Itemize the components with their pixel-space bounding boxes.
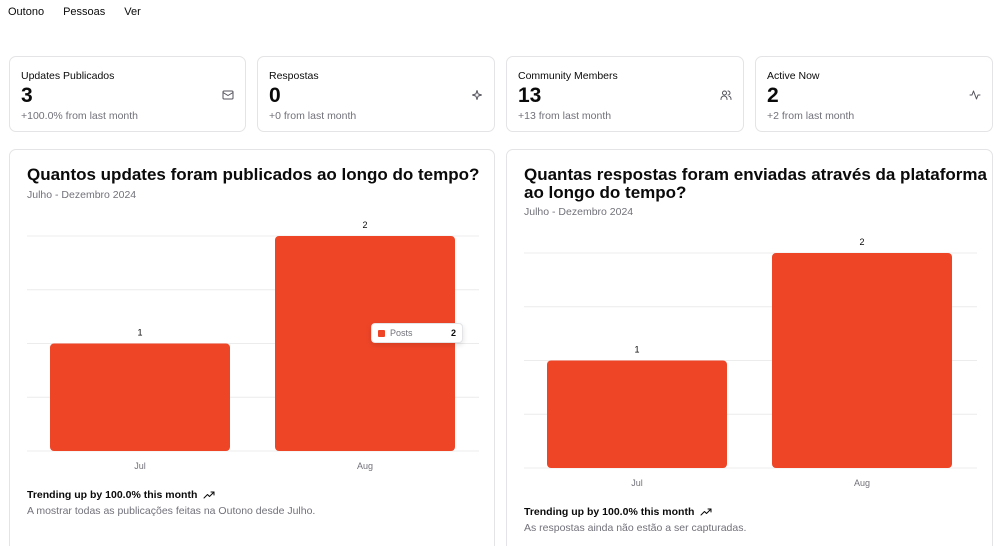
activity-icon — [969, 90, 981, 100]
chart-title-line: Quantos updates foram publicados ao long… — [27, 165, 480, 184]
bar — [50, 343, 230, 451]
top-nav: Outono Pessoas Ver — [8, 6, 141, 18]
chart-card-updates: Quantos updates foram publicados ao long… — [9, 149, 495, 546]
sparkle-icon — [472, 90, 482, 100]
stat-label: Active Now — [767, 70, 820, 82]
stat-card-active: Active Now 2 +2 from last month — [755, 56, 993, 132]
stat-change: +13 from last month — [518, 110, 612, 122]
x-tick-label: Jul — [134, 461, 146, 471]
tooltip-series-name: Posts — [390, 328, 413, 338]
bar — [275, 236, 455, 451]
stat-card-members: Community Members 13 +13 from last month — [506, 56, 744, 132]
chart-title-line: Quantas respostas foram enviadas através… — [524, 165, 987, 184]
trend-text: Trending up by 100.0% this month — [27, 489, 215, 501]
data-label: 1 — [137, 328, 142, 338]
bar-chart-respostas: 1 Jul 2 Aug — [524, 237, 977, 488]
chart-footnote: As respostas ainda não estão a ser captu… — [524, 522, 747, 534]
stat-change: +0 from last month — [269, 110, 357, 122]
tooltip-swatch — [378, 329, 385, 337]
stat-value: 0 — [269, 84, 281, 107]
stat-value: 13 — [518, 84, 542, 107]
stat-value: 2 — [767, 84, 779, 107]
trend-label: Trending up by 100.0% this month — [27, 489, 198, 501]
chart-title: Quantas respostas foram enviadas através… — [524, 166, 987, 202]
bar — [772, 253, 952, 468]
chart-card-respostas: Quantas respostas foram enviadas através… — [506, 149, 993, 546]
nav-item-outono[interactable]: Outono — [8, 6, 45, 18]
stat-card-respostas: Respostas 0 +0 from last month — [257, 56, 495, 132]
trending-up-icon — [700, 508, 712, 516]
chart-footnote: A mostrar todas as publicações feitas na… — [27, 505, 316, 517]
stat-change: +2 from last month — [767, 110, 855, 122]
trend-text: Trending up by 100.0% this month — [524, 506, 712, 518]
chart-subtitle: Julho - Dezembro 2024 — [27, 189, 137, 201]
mail-icon — [222, 90, 234, 100]
stat-value: 3 — [21, 84, 33, 107]
chart-subtitle: Julho - Dezembro 2024 — [524, 206, 634, 218]
x-tick-label: Aug — [854, 478, 870, 488]
bar — [547, 360, 727, 468]
nav-item-pessoas[interactable]: Pessoas — [63, 6, 106, 18]
chart-title: Quantos updates foram publicados ao long… — [27, 166, 479, 184]
chart-tooltip: Posts 2 — [371, 323, 463, 343]
x-tick-label: Jul — [631, 478, 643, 488]
data-label: 2 — [362, 220, 367, 230]
stat-change: +100.0% from last month — [21, 110, 139, 122]
x-tick-label: Aug — [357, 461, 373, 471]
stat-label: Community Members — [518, 70, 618, 82]
trend-label: Trending up by 100.0% this month — [524, 506, 695, 518]
trending-up-icon — [203, 491, 215, 499]
tooltip-value: 2 — [450, 328, 456, 338]
data-label: 2 — [859, 237, 864, 247]
bar-chart-updates: 1 Jul 2 Aug — [27, 220, 479, 471]
chart-title-line: ao longo do tempo? — [524, 183, 687, 202]
nav-item-ver[interactable]: Ver — [124, 6, 141, 18]
stat-card-updates: Updates Publicados 3 +100.0% from last m… — [9, 56, 246, 132]
users-icon — [720, 90, 732, 100]
data-label: 1 — [634, 345, 639, 355]
stat-label: Respostas — [269, 70, 319, 82]
stat-label: Updates Publicados — [21, 70, 115, 82]
